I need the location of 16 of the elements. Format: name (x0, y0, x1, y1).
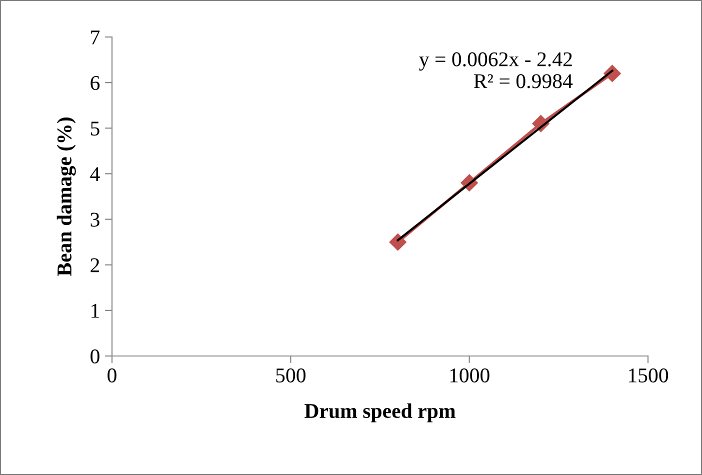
point (389, 234, 406, 251)
x-axis-title: Drum speed rpm (304, 403, 456, 422)
y-tick-label: 6 (90, 76, 100, 90)
y-tick-label: 0 (90, 349, 100, 364)
y-axis-title: Bean damage (%) (56, 118, 76, 276)
x-tick-label: 0 (108, 368, 116, 382)
x-tick-label: 1000 (450, 368, 490, 382)
y-tick-label: 4 (90, 167, 100, 181)
y-tick-label: 7 (91, 30, 100, 44)
annotation: y = 0.0062x - 2.42 R² = 0.9984 (419, 52, 573, 88)
x-tick-label: 500 (276, 368, 306, 382)
y-tick-label: 2 (90, 258, 100, 272)
y-tick-label: 1 (92, 304, 99, 318)
y-tick-label: 5 (90, 122, 100, 136)
x-tick-label: 1500 (629, 368, 668, 382)
y-tick-label: 3 (90, 212, 100, 227)
